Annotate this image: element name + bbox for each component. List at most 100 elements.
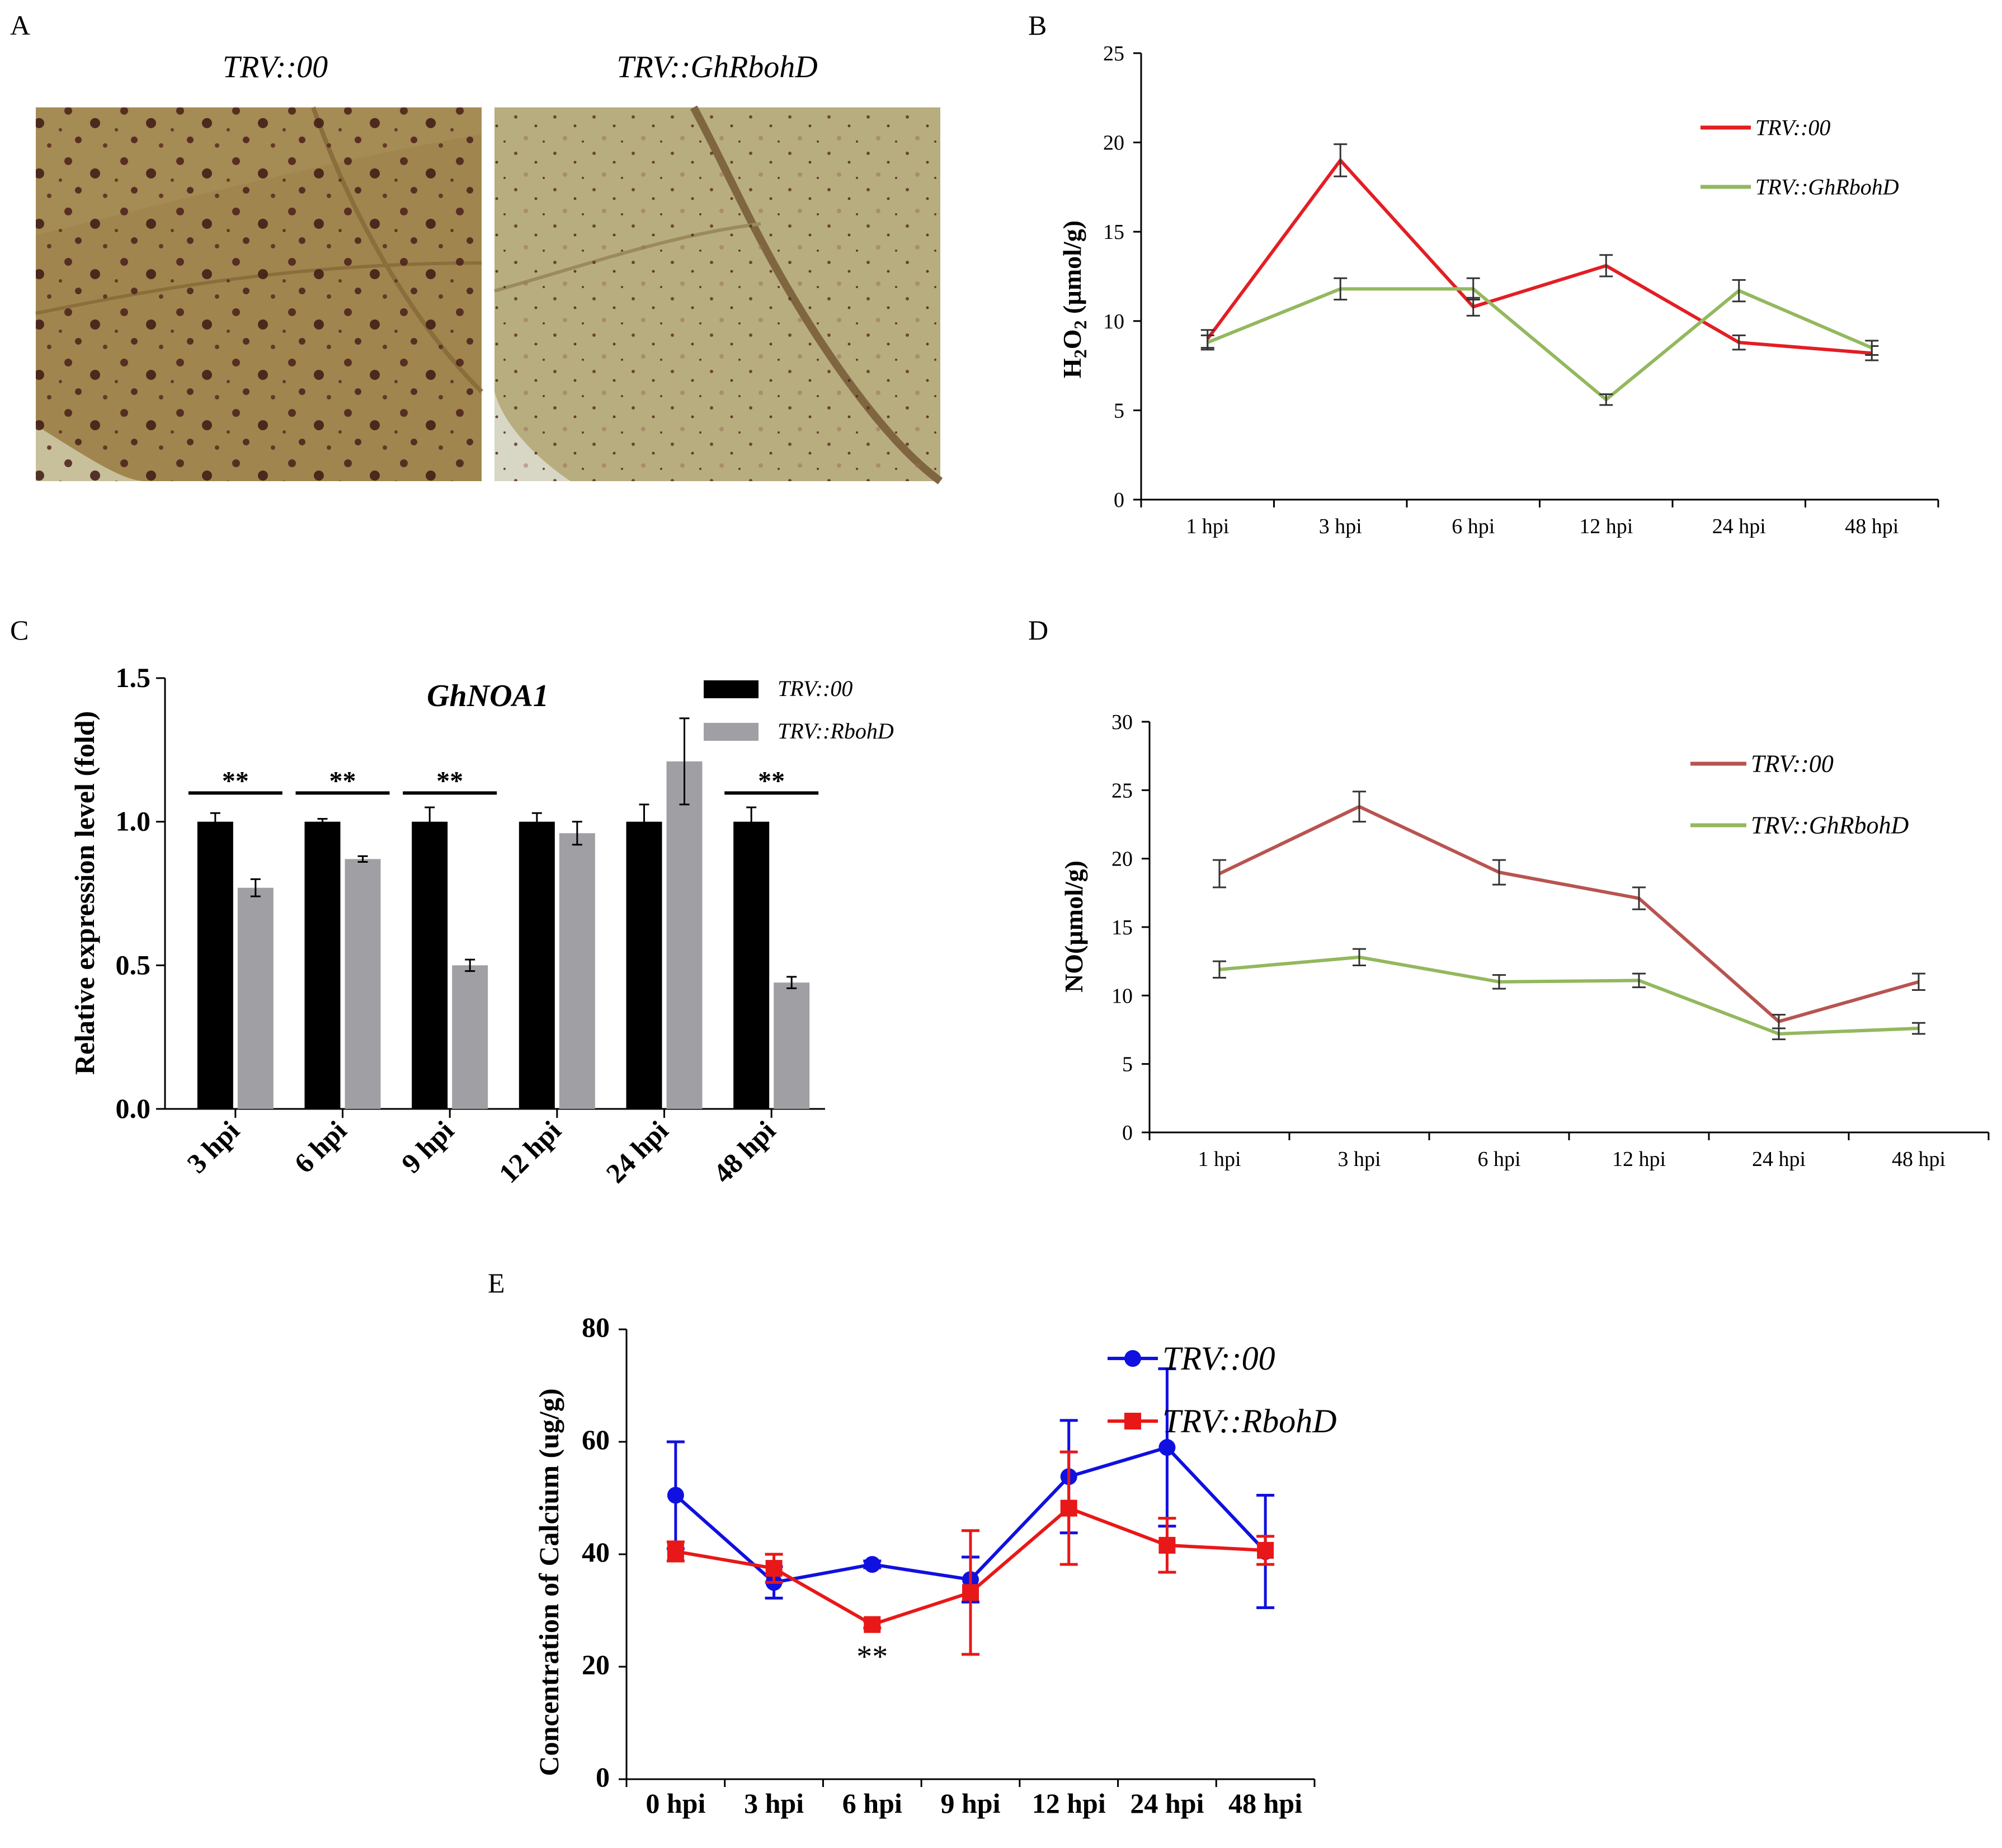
d-x-tick-label: 3 hpi <box>1337 1148 1381 1171</box>
y-axis-title-b-part: H <box>1058 358 1086 378</box>
b-legend-label: TRV::00 <box>1755 115 1830 140</box>
chart-c-title: GhNOA1 <box>427 679 549 713</box>
b-y-tick-label: 15 <box>1103 220 1124 244</box>
d-series-line <box>1219 955 1919 1036</box>
d-y-tick-label: 30 <box>1111 711 1133 734</box>
e-x-tick-label: 6 hpi <box>842 1788 902 1819</box>
c-legend-swatch <box>704 723 759 741</box>
d-series-line <box>1218 805 1919 1024</box>
b-y-tick-label: 10 <box>1103 310 1124 333</box>
panel-label-b: B <box>1028 10 1047 41</box>
b-x-tick-label: 24 hpi <box>1712 515 1766 538</box>
c-x-tick-label: 6 hpi <box>288 1115 352 1179</box>
e-point <box>1257 1541 1274 1559</box>
c-x-tick-label: 48 hpi <box>707 1115 781 1189</box>
e-x-tick-label: 9 hpi <box>940 1788 1000 1819</box>
y-axis-title-b-sub: 2 <box>1070 320 1090 329</box>
d-y-tick-label: 10 <box>1111 984 1133 1008</box>
d-x-tick-label: 48 hpi <box>1892 1148 1946 1171</box>
chart-c-ghnoa1: 0.0 0.5 1.0 1.5 3 hpi 6 hpi 9 hpi 12 hpi 24 hpi 4… <box>116 662 894 1189</box>
c-significance-mark: ** <box>222 766 249 796</box>
d-y-tick-label: 25 <box>1111 779 1133 802</box>
b-x-tick-label: 6 hpi <box>1452 515 1495 538</box>
chart-e-calcium: 0 20 40 60 80 0 hpi 3 hpi 6 hpi 9 hpi 12 hpi 24 hp… <box>582 1311 1337 1819</box>
e-legend-marker <box>1124 1350 1141 1367</box>
e-significance-mark: ** <box>856 1639 888 1674</box>
c-bar <box>559 833 595 1109</box>
e-point <box>962 1584 979 1601</box>
e-y-tick-label: 0 <box>596 1761 610 1793</box>
y-axis-title-b-sub: 2 <box>1070 349 1090 358</box>
b-y-tick-label: 5 <box>1114 399 1124 422</box>
c-x-tick-label: 9 hpi <box>395 1115 460 1179</box>
panel-a-title-1: TRV::00 <box>223 50 328 84</box>
e-point <box>667 1543 684 1560</box>
panel-label-c: C <box>10 614 29 646</box>
c-significance-mark: ** <box>329 766 356 796</box>
c-bar <box>237 887 274 1109</box>
e-point <box>765 1560 783 1577</box>
e-y-tick-label: 40 <box>582 1536 610 1568</box>
d-x-tick-label: 12 hpi <box>1612 1148 1666 1171</box>
c-legend-label: TRV::RbohD <box>778 718 894 744</box>
c-bar <box>626 821 662 1109</box>
c-bar <box>774 982 810 1109</box>
d-y-tick-label: 15 <box>1111 916 1133 939</box>
e-y-tick-label: 60 <box>582 1424 610 1455</box>
chart-d-no: 0 5 10 15 20 25 30 1 hpi 3 hpi 6 hpi 12 hpi 24 hpi 4… <box>1111 711 1990 1171</box>
e-x-tick-label: 48 hpi <box>1228 1788 1302 1819</box>
e-point <box>864 1616 881 1633</box>
leaf-image-trvghrbohd <box>494 105 943 485</box>
e-x-tick-label: 0 hpi <box>646 1788 705 1819</box>
b-x-tick-label: 12 hpi <box>1579 515 1633 538</box>
e-legend-label: TRV::00 <box>1162 1340 1275 1377</box>
d-y-tick-label: 0 <box>1122 1121 1133 1145</box>
e-point <box>1060 1499 1077 1517</box>
c-bar <box>197 821 233 1109</box>
leaf-image-trv00 <box>35 106 483 481</box>
c-y-tick-label: 0.0 <box>116 1093 151 1124</box>
c-y-tick-label: 0.5 <box>116 949 151 980</box>
b-x-tick-label: 1 hpi <box>1186 515 1229 538</box>
d-x-tick-label: 24 hpi <box>1752 1148 1806 1171</box>
d-x-tick-label: 6 hpi <box>1477 1148 1520 1171</box>
b-y-tick-label: 20 <box>1103 131 1124 155</box>
b-legend-label: TRV::GhRbohD <box>1755 174 1899 199</box>
chart-b-h2o2: 0 5 10 15 20 25 1 hpi 3 hpi 6 hpi 12 hpi 24 hpi 48 … <box>1103 42 1939 538</box>
y-axis-title-b-part: (µmol/g) <box>1058 220 1086 321</box>
c-bar <box>733 821 770 1109</box>
panel-label-d: D <box>1028 614 1048 646</box>
y-axis-title-b-part: O <box>1058 329 1086 349</box>
c-x-tick-label: 12 hpi <box>493 1115 567 1189</box>
y-axis-title-b: H2O2 (µmol/g) <box>1058 220 1090 378</box>
panel-a-title-2: TRV::GhRbohD <box>616 50 817 84</box>
c-legend-swatch <box>704 680 759 698</box>
c-bar <box>304 821 341 1109</box>
d-legend-label: TRV::00 <box>1751 750 1834 778</box>
d-legend-label: TRV::GhRbohD <box>1751 812 1909 839</box>
c-bar <box>666 761 703 1109</box>
panel-label-e: E <box>488 1267 505 1299</box>
d-x-tick-label: 1 hpi <box>1198 1148 1241 1171</box>
e-y-tick-label: 20 <box>582 1649 610 1680</box>
e-legend-label: TRV::RbohD <box>1162 1403 1337 1440</box>
y-axis-title-e: Concentration of Calcium (ug/g) <box>533 1389 564 1776</box>
e-point <box>864 1556 881 1573</box>
e-x-tick-label: 12 hpi <box>1032 1788 1106 1819</box>
panel-label-a: A <box>10 10 30 41</box>
y-axis-title-d: NO(µmol/g) <box>1059 860 1088 993</box>
b-y-tick-label: 0 <box>1114 488 1124 512</box>
b-y-tick-label: 25 <box>1103 42 1124 65</box>
c-bar <box>519 821 555 1109</box>
d-y-tick-label: 20 <box>1111 848 1133 871</box>
e-point <box>1158 1439 1176 1456</box>
y-axis-title-c: Relative expression level (fold) <box>69 711 100 1075</box>
c-significance-mark: ** <box>758 766 785 796</box>
b-x-tick-label: 3 hpi <box>1319 515 1362 538</box>
b-series-line <box>1206 157 1872 355</box>
c-bar <box>452 965 488 1109</box>
e-point <box>1158 1536 1176 1554</box>
e-y-tick-label: 80 <box>582 1311 610 1343</box>
b-series-line <box>1207 287 1873 402</box>
